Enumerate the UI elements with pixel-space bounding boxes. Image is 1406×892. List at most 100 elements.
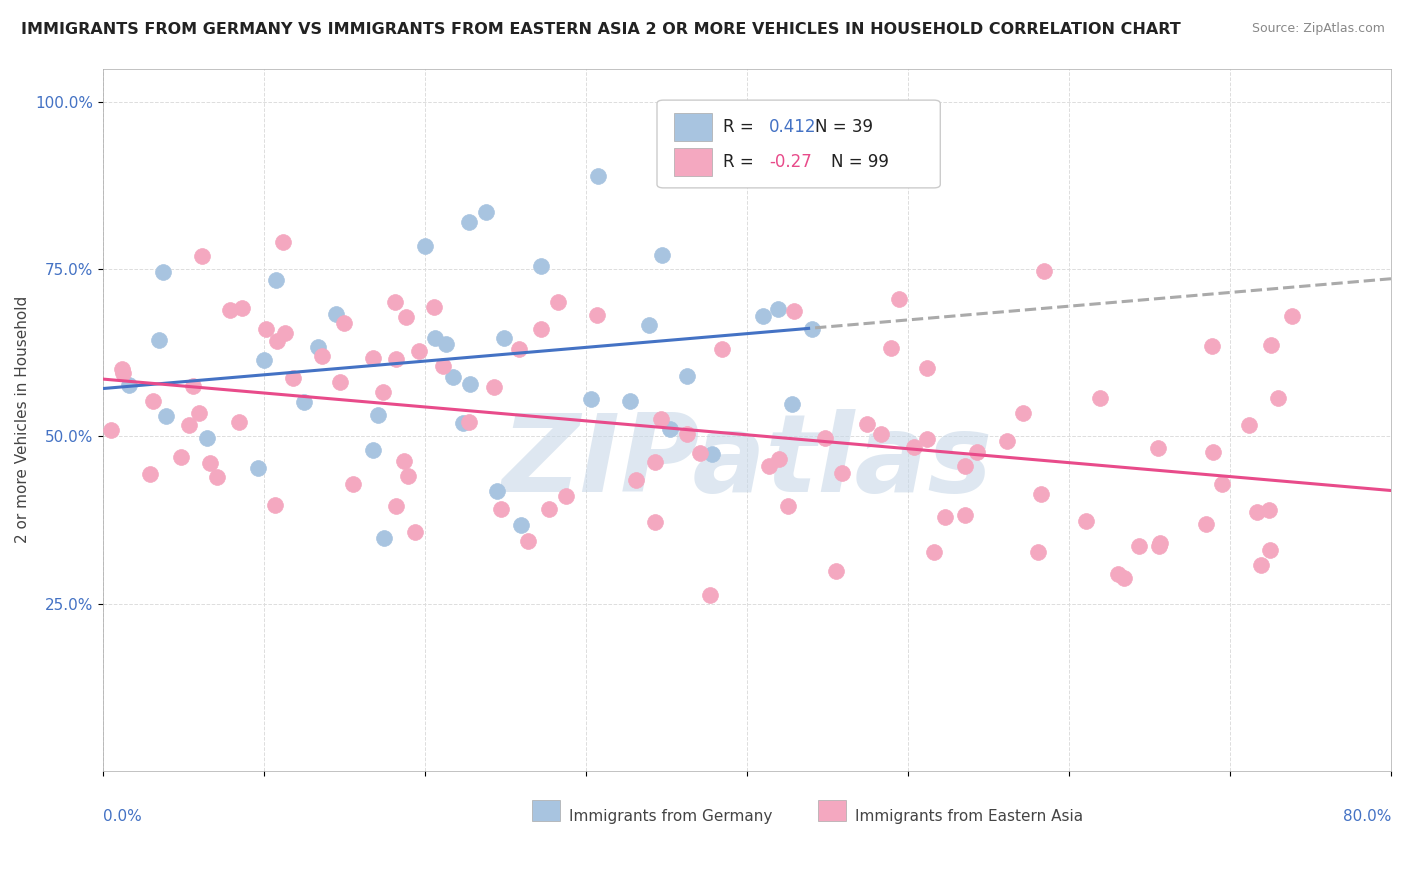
Point bbox=[475, 205, 498, 219]
Point bbox=[394, 454, 416, 468]
Point bbox=[307, 340, 329, 354]
Point bbox=[361, 351, 384, 366]
Point bbox=[408, 343, 430, 358]
Point bbox=[624, 473, 647, 487]
Point bbox=[1246, 505, 1268, 519]
Text: ZIPatlas: ZIPatlas bbox=[502, 409, 993, 515]
Point bbox=[486, 484, 509, 499]
Point bbox=[758, 458, 780, 473]
Point bbox=[367, 409, 389, 423]
Point bbox=[333, 317, 356, 331]
Point bbox=[1258, 543, 1281, 558]
Point bbox=[547, 294, 569, 309]
Text: 80.0%: 80.0% bbox=[1343, 809, 1391, 824]
Point bbox=[955, 508, 977, 522]
Point bbox=[142, 393, 165, 408]
Point bbox=[1258, 503, 1281, 517]
Point bbox=[434, 337, 457, 351]
Point bbox=[441, 370, 464, 384]
Point bbox=[825, 564, 848, 578]
Point bbox=[458, 215, 481, 229]
Point bbox=[373, 531, 395, 545]
Point bbox=[776, 499, 799, 513]
Bar bbox=[673, 112, 713, 141]
Point bbox=[253, 353, 276, 368]
Point bbox=[814, 431, 837, 445]
Point bbox=[274, 326, 297, 341]
Text: IMMIGRANTS FROM GERMANY VS IMMIGRANTS FROM EASTERN ASIA 2 OR MORE VEHICLES IN HO: IMMIGRANTS FROM GERMANY VS IMMIGRANTS FR… bbox=[21, 22, 1181, 37]
Point bbox=[138, 467, 160, 482]
Point bbox=[1149, 535, 1171, 549]
Point bbox=[385, 352, 408, 367]
Point bbox=[831, 466, 853, 480]
Point bbox=[404, 525, 426, 540]
Point bbox=[915, 361, 938, 376]
Point bbox=[489, 501, 512, 516]
Point bbox=[1074, 514, 1097, 528]
Point bbox=[915, 432, 938, 446]
Point bbox=[676, 369, 699, 384]
Point bbox=[118, 377, 141, 392]
Point bbox=[195, 431, 218, 445]
Point bbox=[1128, 539, 1150, 553]
Text: N = 39: N = 39 bbox=[815, 118, 873, 136]
Point bbox=[263, 498, 285, 512]
Point bbox=[451, 416, 474, 430]
Point bbox=[659, 422, 682, 436]
Point bbox=[751, 309, 773, 323]
Point bbox=[782, 303, 804, 318]
Point bbox=[111, 362, 134, 376]
Point bbox=[1195, 517, 1218, 532]
Point bbox=[650, 412, 672, 426]
Point bbox=[1147, 539, 1170, 553]
Point bbox=[1211, 476, 1233, 491]
Point bbox=[363, 443, 385, 458]
Point bbox=[425, 330, 447, 344]
Point bbox=[517, 534, 540, 549]
Point bbox=[311, 349, 333, 363]
FancyBboxPatch shape bbox=[657, 100, 941, 188]
Point bbox=[752, 145, 775, 159]
Point bbox=[325, 307, 347, 321]
Point bbox=[181, 378, 204, 392]
Point bbox=[266, 273, 288, 287]
Point bbox=[155, 409, 177, 423]
Point bbox=[922, 545, 945, 559]
Point bbox=[934, 510, 956, 524]
Point bbox=[1260, 337, 1282, 351]
Point bbox=[637, 318, 659, 332]
Point bbox=[689, 446, 711, 460]
Point bbox=[205, 470, 228, 484]
Point bbox=[1012, 406, 1035, 420]
Point bbox=[1201, 339, 1223, 353]
Point bbox=[254, 322, 277, 336]
Point bbox=[384, 295, 406, 310]
Text: 0.0%: 0.0% bbox=[103, 809, 142, 824]
Point bbox=[887, 292, 910, 306]
Point bbox=[283, 370, 305, 384]
Point bbox=[371, 384, 394, 399]
Point bbox=[1026, 544, 1049, 558]
Point bbox=[198, 456, 221, 470]
Point bbox=[342, 476, 364, 491]
Point bbox=[953, 459, 976, 474]
Point bbox=[800, 321, 823, 335]
Point bbox=[1202, 444, 1225, 458]
Point bbox=[1107, 566, 1129, 581]
Text: -0.27: -0.27 bbox=[769, 153, 811, 171]
Point bbox=[903, 441, 925, 455]
Point bbox=[711, 342, 734, 356]
Point bbox=[579, 392, 602, 406]
Point bbox=[231, 301, 253, 316]
Text: Source: ZipAtlas.com: Source: ZipAtlas.com bbox=[1251, 22, 1385, 36]
Point bbox=[148, 333, 170, 347]
Point bbox=[187, 406, 209, 420]
Point bbox=[292, 395, 315, 409]
Point bbox=[651, 247, 673, 261]
Point bbox=[247, 461, 270, 475]
Point bbox=[218, 303, 240, 318]
Point bbox=[1281, 309, 1303, 323]
Point bbox=[170, 450, 193, 465]
Point bbox=[644, 515, 666, 529]
Point bbox=[855, 417, 877, 431]
